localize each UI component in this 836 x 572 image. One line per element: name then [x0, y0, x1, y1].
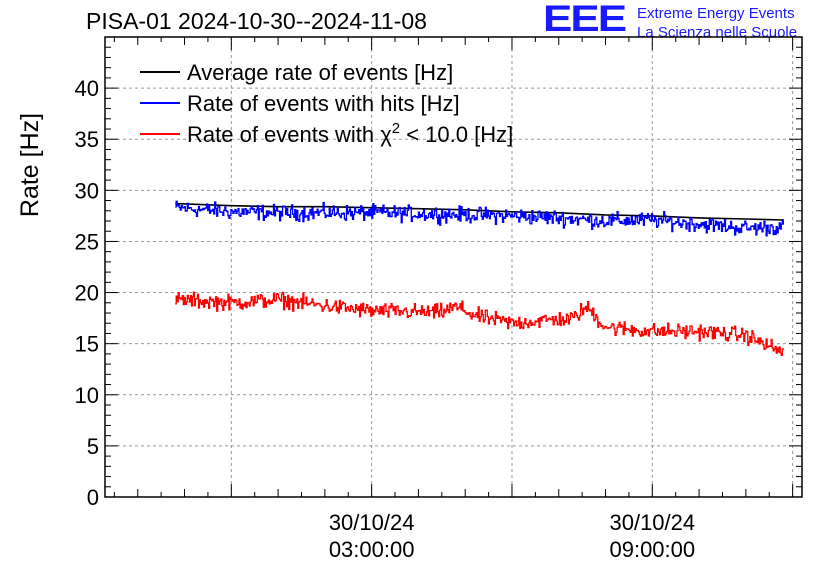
grid-lines	[105, 37, 802, 497]
series-line-2	[175, 291, 784, 357]
legend-label-tail: < 10.0 [Hz]	[400, 122, 513, 147]
y-tick-label: 5	[87, 434, 99, 459]
x-tick-time: 09:00:00	[609, 537, 695, 562]
eee-logo: EEE	[543, 0, 627, 40]
series-line-1	[175, 200, 784, 237]
logo-line-1: Extreme Energy Events	[637, 5, 795, 22]
axes: 051015202530354030/10/2403:00:0030/10/24…	[16, 36, 803, 562]
y-tick-label: 15	[75, 332, 99, 357]
legend-superscript: 2	[392, 120, 400, 137]
chart-title: PISA-01 2024-10-30--2024-11-08	[86, 8, 427, 34]
plot-frame	[104, 36, 803, 498]
y-tick-label: 10	[75, 383, 99, 408]
legend-label-0: Average rate of events [Hz]	[187, 60, 453, 85]
series-layer	[175, 200, 784, 357]
y-tick-label: 20	[75, 281, 99, 306]
x-tick-date: 30/10/24	[329, 510, 415, 535]
y-tick-label: 0	[87, 485, 99, 510]
y-tick-label: 35	[75, 127, 99, 152]
x-tick-time: 03:00:00	[329, 537, 415, 562]
legend-label-1: Rate of events with hits [Hz]	[187, 91, 460, 116]
x-tick-date: 30/10/24	[609, 510, 695, 535]
legend-label-2: Rate of events with χ2 < 10.0 [Hz]	[187, 120, 513, 147]
y-tick-label: 40	[75, 76, 99, 101]
legend: Average rate of events [Hz] Rate of event…	[140, 60, 513, 147]
y-tick-label: 30	[75, 178, 99, 203]
y-tick-label: 25	[75, 229, 99, 254]
y-axis-label: Rate [Hz]	[16, 113, 44, 217]
